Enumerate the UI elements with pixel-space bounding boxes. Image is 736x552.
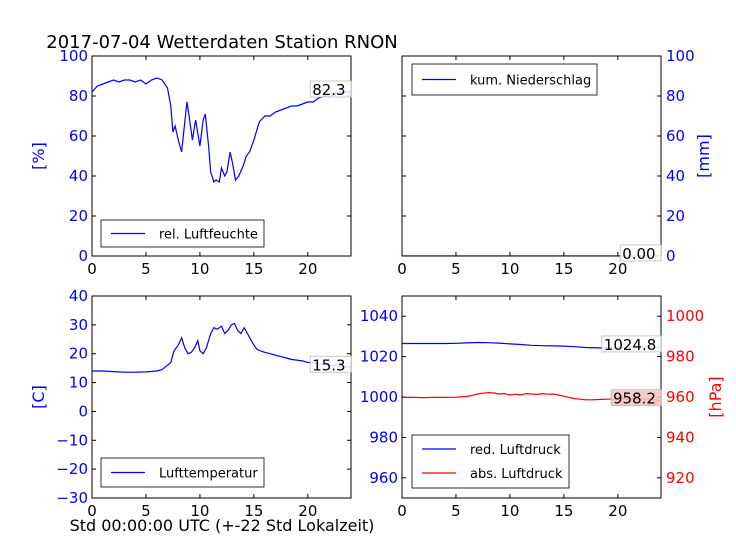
x-tick-label: 10: [500, 502, 519, 520]
y-tick-label-right: 980: [666, 348, 695, 366]
legend-label: rel. Luftfeuchte: [159, 228, 258, 243]
value-annotation: 0.00: [622, 245, 655, 263]
y-axis-label: [C]: [29, 385, 48, 409]
y-tick-label-right: 920: [666, 469, 695, 487]
y-tick-label: −30: [56, 489, 88, 507]
x-tick-label: 20: [298, 260, 317, 278]
y-axis-label: [mm]: [694, 134, 713, 178]
y-tick-label: 20: [69, 345, 88, 363]
x-tick-label: 0: [397, 260, 407, 278]
x-tick-label: 15: [554, 502, 573, 520]
y-tick-label: 10: [69, 374, 88, 392]
x-tick-label: 0: [397, 502, 407, 520]
y-tick-label: 30: [69, 316, 88, 334]
y-tick-label: 80: [666, 87, 685, 105]
x-tick-label: 5: [451, 502, 461, 520]
y-tick-label: −20: [56, 460, 88, 478]
axes-frame: [91, 295, 352, 499]
x-tick-label: 5: [141, 260, 151, 278]
y-tick-label: 40: [69, 167, 88, 185]
figure-title: 2017-07-04 Wetterdaten Station RNON: [46, 32, 397, 53]
legend-humidity: rel. Luftfeuchte: [100, 219, 265, 248]
value-annotation-box: [601, 335, 662, 353]
x-tick-label: 5: [141, 502, 151, 520]
series-group: [92, 77, 351, 184]
y-tick-label: 40: [666, 167, 685, 185]
y-tick-label-right: 960: [666, 388, 695, 406]
y-axis-label-right: [hPa]: [706, 376, 725, 417]
y-tick-label: −10: [56, 431, 88, 449]
x-tick-label: 0: [87, 260, 97, 278]
value-annotation: 958.2: [613, 390, 656, 408]
x-tick-label: 10: [190, 260, 209, 278]
y-tick-label: 0: [78, 247, 88, 265]
panel-humidity: 0 5 10 15 20 0 20 40 60 80 100 [%] 82.3 rel. Luftfeuc…: [29, 47, 352, 278]
series-line-1: [92, 77, 351, 184]
x-tick-label: 10: [190, 502, 209, 520]
value-annotation-box: [309, 355, 352, 373]
y-tick-label: 80: [69, 87, 88, 105]
y-tick-label: 40: [69, 287, 88, 305]
y-tick-label: 0: [78, 402, 88, 420]
value-annotation-box: [309, 80, 352, 98]
value-annotation: 15.3: [312, 356, 345, 374]
legend-label: kum. Niederschlag: [470, 74, 591, 89]
y-tick-label: 960: [369, 469, 398, 487]
y-tick-label: 100: [59, 47, 88, 65]
y-tick-label: 1040: [360, 307, 398, 325]
x-tick-label: 10: [500, 260, 519, 278]
y-tick-label: 60: [69, 127, 88, 145]
x-tick-label: 15: [244, 502, 263, 520]
legend-label: abs. Luftdruck: [470, 467, 563, 482]
panel-temperature: 0 5 10 15 20 −30 −20 −10 0 10 20 30 40 [C] 15.3 Lufttem…: [29, 287, 352, 520]
y-tick-label: 20: [69, 207, 88, 225]
series-line-2: [402, 391, 661, 402]
y-axis-label: [%]: [29, 142, 48, 170]
y-tick-label: 1020: [360, 348, 398, 366]
value-annotation-box: [610, 389, 662, 407]
x-tick-label: 20: [608, 502, 627, 520]
legend-temperature: Lufttemperatur: [100, 457, 265, 488]
panel-pressure: 0 5 10 15 20 960 980 1000 1020 1040 920 940 960 980 10…: [360, 295, 725, 520]
axes-frame: [401, 55, 662, 257]
legend-precipitation: kum. Niederschlag: [411, 63, 598, 96]
legend-label: Lufttemperatur: [159, 467, 258, 482]
y-tick-label: 60: [666, 127, 685, 145]
x-tick-label: 15: [554, 260, 573, 278]
y-tick-label-right: 1000: [666, 307, 704, 325]
series-line-1: [92, 322, 351, 373]
x-tick-label: 20: [608, 260, 627, 278]
y-tick-label: 980: [369, 428, 398, 446]
axes-frame: [91, 55, 352, 257]
x-tick-label: 15: [244, 260, 263, 278]
panel-precipitation: 0 5 10 15 20 0 20 40 60 80 100 [mm] 0.00 kum. Nieders…: [397, 47, 713, 278]
legend-pressure: red. Luftdruck abs. Luftdruck: [411, 434, 570, 489]
legend-label: red. Luftdruck: [470, 443, 561, 458]
value-annotation: 1024.8: [604, 336, 657, 354]
y-tick-label-right: 940: [666, 428, 695, 446]
figure-xlabel: Std 00:00:00 UTC (+-22 Std Lokalzeit): [70, 516, 375, 535]
y-tick-label: 1000: [360, 388, 398, 406]
y-tick-label: 20: [666, 207, 685, 225]
x-tick-label: 5: [451, 260, 461, 278]
x-tick-label: 20: [298, 502, 317, 520]
value-annotation-box: [619, 244, 662, 262]
series-group: [92, 322, 351, 373]
y-tick-label: 100: [666, 47, 695, 65]
x-tick-label: 0: [87, 502, 97, 520]
legend-box: [411, 434, 570, 489]
value-annotation: 82.3: [312, 81, 345, 99]
y-tick-label: 0: [666, 247, 676, 265]
